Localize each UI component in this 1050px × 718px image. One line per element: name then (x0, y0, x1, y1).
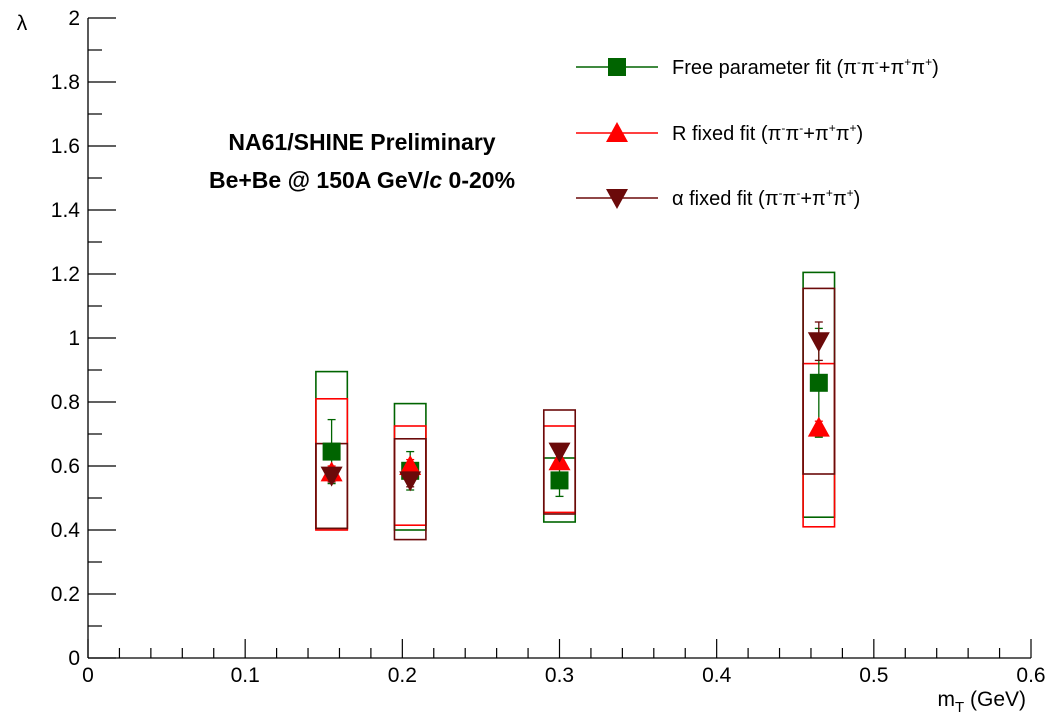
legend-entry: R fixed fit (π-π-+π+π+) (576, 121, 863, 145)
legend-label: Free parameter fit (π-π-+π+π+) (672, 55, 939, 79)
x-tick-label: 0.3 (545, 664, 574, 687)
x-axis-title: mT (GeV) (937, 688, 1026, 716)
legend-label: R fixed fit (π-π-+π+π+) (672, 121, 863, 145)
axis-ticks: 0 0.2 0.4 0.6 0.8 1 1.2 1.4 1.6 1.8 2 0 0.1 0.2 0.3 0.4… (51, 7, 1046, 687)
y-tick-label: 0.4 (51, 519, 81, 542)
data-point-square (322, 442, 341, 461)
y-tick-label: 1.8 (51, 71, 80, 94)
y-tick-label: 1.6 (51, 135, 80, 158)
legend: Free parameter fit (π-π-+π+π+) R fixed fi… (576, 55, 939, 210)
x-tick-label: 0.5 (859, 664, 888, 687)
legend-marker-square (608, 58, 626, 76)
legend-entry: α fixed fit (π-π-+π+π+) (576, 186, 860, 210)
annotation-line-1: NA61/SHINE Preliminary (228, 129, 495, 155)
data-point-triangle-down (399, 471, 422, 492)
legend-label: α fixed fit (π-π-+π+π+) (672, 186, 860, 210)
systematic-error-box (802, 287, 836, 475)
systematic-error-boxes (315, 271, 836, 541)
y-tick-label: 0 (68, 647, 80, 670)
y-tick-label: 1.4 (51, 199, 81, 222)
data-point-square (550, 471, 569, 490)
data-point-triangle-up (807, 416, 830, 437)
annotation-line-2: Be+Be @ 150A GeV/c 0-20% (209, 167, 515, 193)
x-tick-label: 0.2 (388, 664, 417, 687)
data-point-triangle-down (548, 442, 571, 463)
x-tick-label: 0 (82, 664, 94, 687)
y-tick-label: 0.6 (51, 455, 80, 478)
legend-entry: Free parameter fit (π-π-+π+π+) (576, 55, 939, 79)
x-tick-label: 0.1 (231, 664, 260, 687)
legend-marker-triangle-up (606, 122, 628, 142)
data-point-triangle-up (399, 455, 422, 475)
y-tick-label: 1 (68, 327, 80, 350)
data-point-square (809, 373, 828, 392)
systematic-error-box (393, 437, 427, 541)
data-point-triangle-down (320, 466, 343, 487)
y-axis-title: λ (17, 12, 28, 35)
systematic-error-box (542, 409, 577, 515)
y-tick-label: 2 (68, 7, 80, 30)
y-tick-label: 0.8 (51, 391, 80, 414)
data-markers (320, 332, 830, 492)
x-tick-label: 0.4 (702, 664, 732, 687)
legend-marker-triangle-down (606, 189, 628, 209)
y-tick-label: 0.2 (51, 583, 80, 606)
data-point-triangle-down (807, 332, 830, 353)
axes (87, 18, 1031, 659)
x-tick-label: 0.6 (1016, 664, 1045, 687)
y-tick-label: 1.2 (51, 263, 80, 286)
